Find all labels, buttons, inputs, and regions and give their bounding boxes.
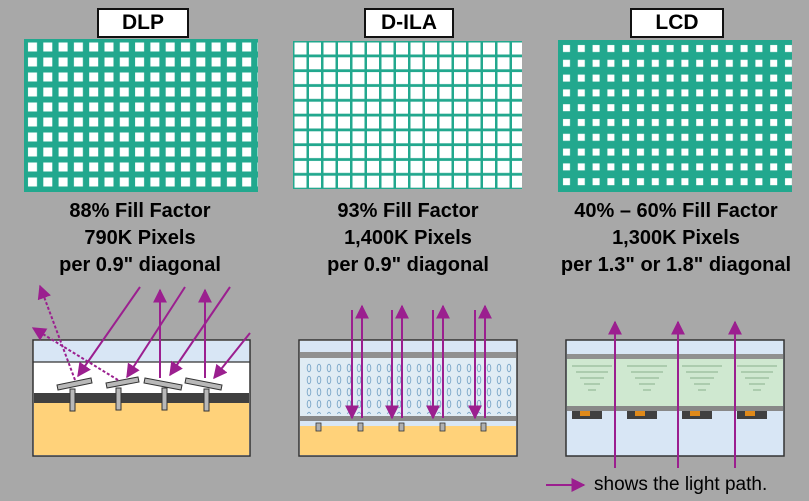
dila-fill-factor: 93% Fill Factor (337, 200, 479, 222)
dlp-pixels: 790K Pixels (84, 227, 196, 249)
dlp-title: DLP (97, 8, 189, 38)
lcd-pixel-grid (558, 40, 792, 192)
lcd-pixels: 1,300K Pixels (612, 227, 740, 249)
lcd-fill-factor: 40% – 60% Fill Factor (574, 200, 778, 222)
lcd-diagonal: per 1.3" or 1.8" diagonal (560, 254, 792, 276)
dlp-fill-factor: 88% Fill Factor (69, 200, 211, 222)
dila-light-arrows (345, 304, 492, 420)
dila-diagonal: per 0.9" diagonal (327, 254, 489, 276)
dlp-caption: 88% Fill Factor 790K Pixels per 0.9" dia… (10, 198, 270, 279)
dlp-cross-section (32, 339, 251, 457)
lcd-cross-section (565, 339, 785, 457)
dlp-pixel-grid (24, 39, 258, 192)
dila-title: D-ILA (364, 8, 454, 38)
dila-pixels: 1,400K Pixels (344, 227, 472, 249)
dila-pixel-grid (293, 41, 522, 189)
lcd-light-arrows (608, 320, 742, 468)
dila-cross-section (298, 339, 518, 457)
dlp-light-arrows (31, 284, 251, 381)
lcd-caption: 40% – 60% Fill Factor 1,300K Pixels per … (546, 198, 806, 279)
lcd-title: LCD (630, 8, 724, 38)
legend-text: shows the light path. (594, 474, 768, 495)
dila-caption: 93% Fill Factor 1,400K Pixels per 0.9" d… (278, 198, 538, 279)
dlp-diagonal: per 0.9" diagonal (59, 254, 221, 276)
